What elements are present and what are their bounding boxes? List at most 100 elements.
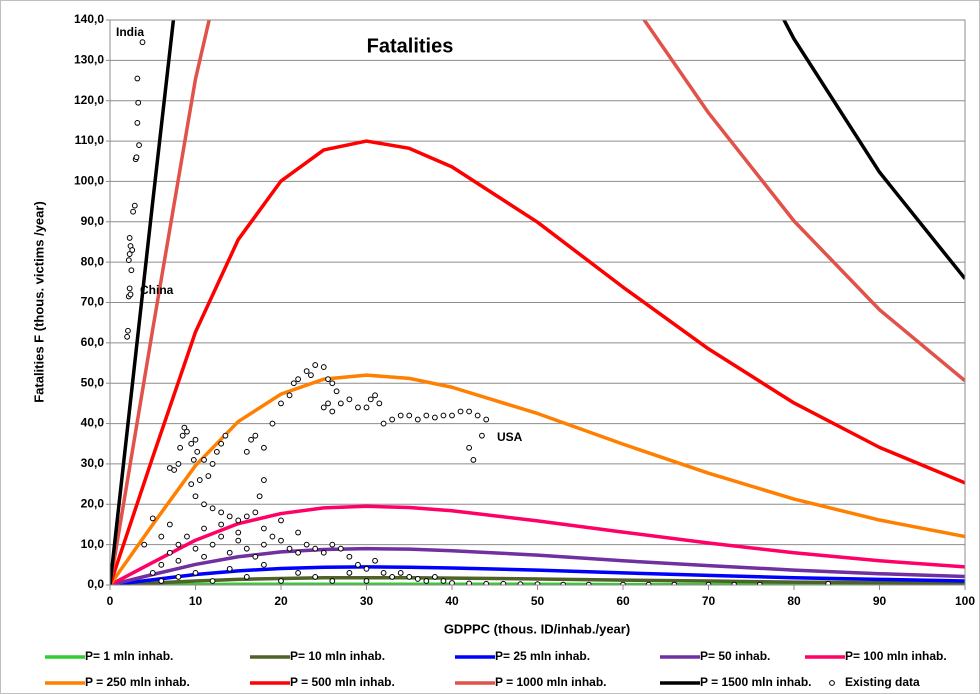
- data-point: [196, 477, 203, 483]
- data-point: [166, 521, 173, 528]
- data-point: [201, 501, 207, 508]
- data-point: [363, 578, 370, 584]
- y-tick-label: 10,0: [81, 537, 105, 551]
- legend-label: P= 50 inhab.: [700, 649, 770, 663]
- data-point: [303, 541, 310, 548]
- data-point: [131, 202, 138, 209]
- y-tick-label: 50,0: [81, 375, 105, 389]
- data-point: [184, 428, 190, 435]
- y-tick-label: 140,0: [74, 12, 104, 26]
- data-point: [175, 461, 182, 467]
- data-point: [337, 545, 344, 552]
- data-point: [278, 517, 284, 524]
- data-point: [261, 444, 267, 451]
- data-point: [181, 424, 188, 431]
- x-tick-label: 40: [445, 594, 459, 608]
- series-line: [110, 565, 965, 585]
- data-point: [286, 392, 293, 399]
- data-point: [177, 444, 184, 451]
- data-point: [312, 574, 319, 580]
- legend: P= 1 mln inhab. P= 10 mln inhab. P= 25 mln…: [45, 649, 947, 689]
- data-point: [440, 412, 447, 419]
- data-point: [149, 569, 156, 576]
- legend-label: Existing data: [845, 675, 920, 689]
- data-point: [329, 578, 336, 584]
- x-tick-label: 10: [189, 594, 203, 608]
- data-point: [290, 380, 297, 387]
- data-point: [483, 416, 490, 423]
- data-point: [261, 561, 267, 568]
- data-point: [269, 533, 276, 540]
- data-point: [483, 580, 490, 585]
- data-point: [466, 408, 473, 415]
- x-tick-label: 50: [531, 594, 545, 608]
- legend-label: P= 10 mln inhab.: [290, 649, 385, 663]
- data-point: [194, 448, 201, 455]
- data-point: [449, 412, 455, 419]
- data-point: [457, 408, 464, 415]
- y-tick-label: 100,0: [74, 174, 104, 188]
- data-point: [329, 408, 336, 415]
- series-line: [110, 504, 965, 585]
- data-point: [367, 396, 374, 403]
- data-point: [243, 574, 250, 580]
- data-point: [414, 576, 421, 582]
- data-point: [134, 75, 141, 82]
- y-tick-label: 90,0: [81, 214, 105, 228]
- x-tick-label: 70: [702, 594, 716, 608]
- data-point: [218, 440, 225, 447]
- data-point: [205, 473, 212, 479]
- data-point: [320, 549, 327, 556]
- data-point: [190, 456, 197, 463]
- data-point: [329, 380, 336, 387]
- data-point: [346, 396, 353, 403]
- lines: [110, 20, 965, 585]
- y-tick-label: 130,0: [74, 53, 104, 67]
- x-tick-label: 60: [616, 594, 630, 608]
- data-point: [261, 525, 267, 532]
- data-point: [171, 467, 178, 473]
- data-point: [325, 376, 331, 383]
- data-point: [218, 533, 225, 540]
- data-point: [380, 420, 387, 427]
- data-point: [312, 545, 319, 552]
- data-point: [252, 432, 259, 439]
- data-point: [209, 461, 216, 467]
- x-tick-label: 30: [360, 594, 374, 608]
- series-line: [110, 373, 965, 585]
- y-tick-label: 0,0: [87, 577, 104, 591]
- data-point: [534, 581, 541, 585]
- annotation: China: [140, 283, 174, 297]
- data-point: [126, 251, 133, 257]
- data-point: [226, 565, 233, 572]
- data-point: [226, 549, 233, 556]
- data-point: [209, 505, 216, 512]
- data-point: [261, 541, 267, 548]
- series-line: [110, 20, 965, 585]
- data-point: [139, 39, 146, 46]
- data-point: [500, 580, 507, 585]
- data-point: [175, 574, 182, 580]
- data-point: [337, 400, 344, 407]
- data-point: [248, 436, 254, 443]
- annotation: USA: [497, 430, 523, 444]
- data-point: [127, 291, 134, 298]
- data-point: [125, 257, 132, 264]
- data-point: [329, 541, 336, 548]
- data-point: [406, 412, 413, 419]
- data-point: [252, 553, 259, 560]
- data-point: [218, 509, 225, 516]
- y-tick-label: 110,0: [75, 133, 105, 147]
- data-point: [432, 574, 438, 580]
- data-point: [320, 364, 327, 370]
- data-point: [158, 561, 165, 568]
- data-point: [406, 574, 413, 580]
- data-point: [175, 541, 182, 548]
- data-point: [188, 481, 195, 488]
- data-point: [201, 456, 207, 463]
- data-point: [252, 509, 259, 516]
- data-point: [363, 565, 370, 572]
- x-tick-label: 0: [107, 594, 114, 608]
- y-axis-label: Fatalities F (thous. victims /year): [31, 201, 46, 403]
